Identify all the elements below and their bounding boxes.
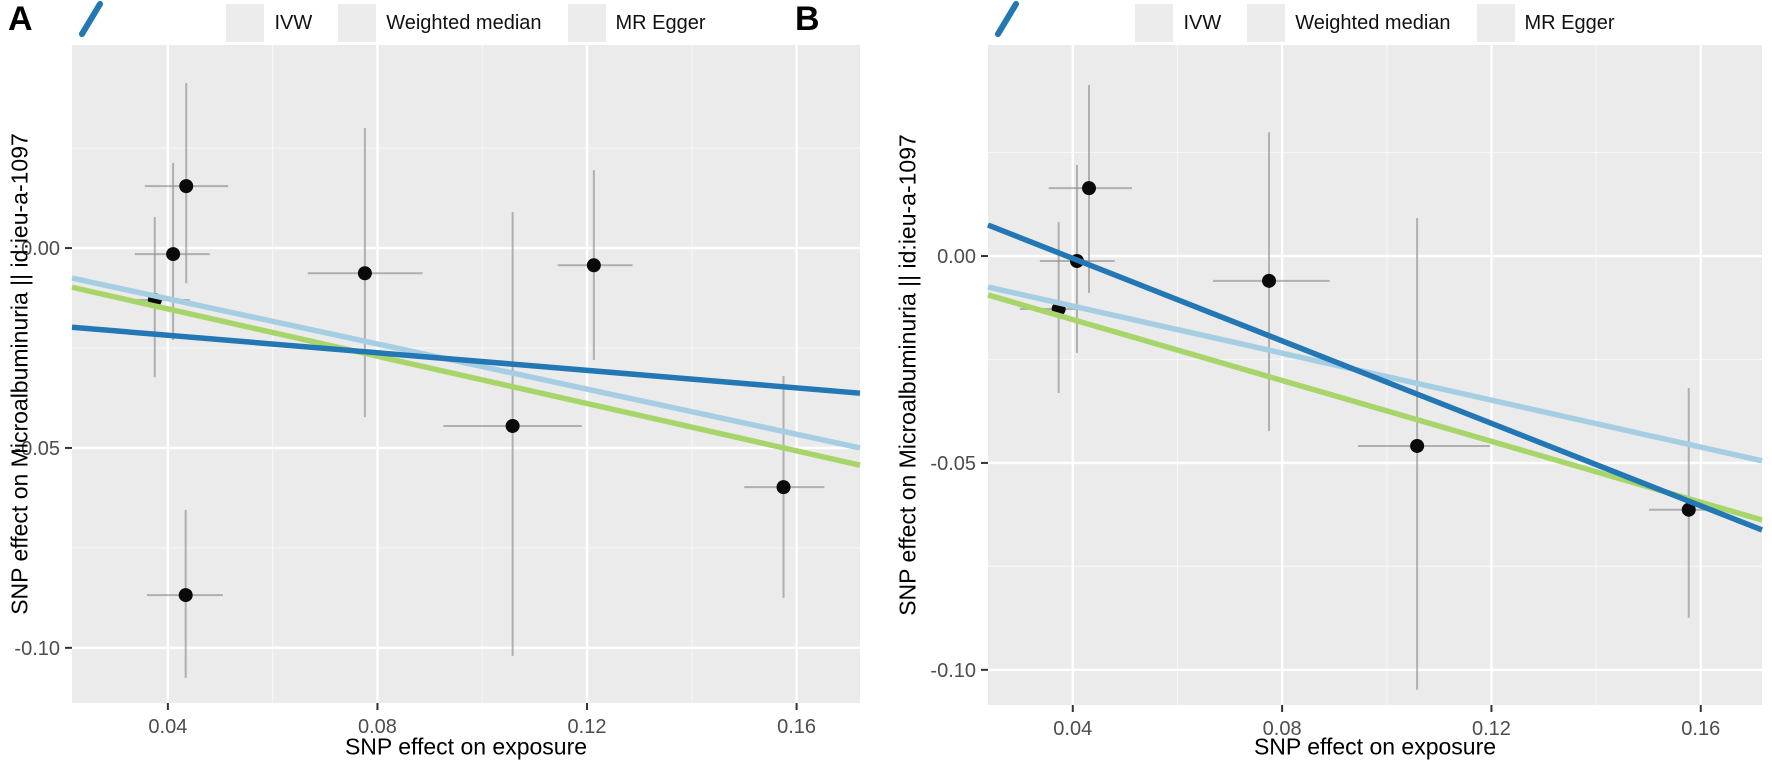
- data-point: [357, 266, 372, 281]
- y-tick-label: -0.10: [930, 660, 976, 682]
- legend-label-ivw: IVW: [1183, 11, 1222, 34]
- panel-a-y-axis-title: SNP effect on Microalbuminuria || id:ieu…: [6, 133, 33, 615]
- data-point: [1681, 502, 1696, 517]
- data-point: [178, 588, 193, 603]
- legend-label-mr-egger: MR Egger: [615, 11, 706, 34]
- y-tick-label: 0.00: [937, 246, 976, 268]
- y-tick-label: -0.10: [14, 638, 60, 660]
- x-tick-label: 0.12: [568, 716, 607, 738]
- data-point: [166, 247, 181, 262]
- legend-label-weighted-median: Weighted median: [1295, 11, 1451, 34]
- regression-line-weighted-median: [987, 292, 1763, 523]
- y-tick-label: -0.05: [930, 453, 976, 475]
- legend-label-weighted-median: Weighted median: [386, 11, 542, 34]
- data-point: [1410, 438, 1425, 453]
- legend-item-ivw: IVW: [79, 1, 313, 42]
- data-point: [1262, 273, 1277, 288]
- mr-egger-line-swatch-icon: [995, 1, 1515, 42]
- weighted-median-line-swatch-icon: [79, 1, 377, 42]
- y-tick-label: -0.05: [14, 438, 60, 460]
- panel-a-x-axis-title: SNP effect on exposure: [344, 733, 588, 760]
- legend-label-ivw: IVW: [274, 11, 313, 34]
- legend-label-mr-egger: MR Egger: [1524, 11, 1615, 34]
- regression-line-weighted-median: [71, 284, 861, 468]
- data-point: [179, 179, 194, 194]
- legend-item-weighted-median: Weighted median: [995, 1, 1451, 42]
- panel-b-label: B: [795, 0, 820, 38]
- y-tick-label: 0.00: [21, 238, 60, 260]
- ivw-line-swatch-icon: [79, 1, 265, 42]
- legend-item-ivw: IVW: [995, 1, 1222, 42]
- x-tick-label: 0.08: [1263, 718, 1302, 740]
- x-tick-label: 0.16: [777, 716, 816, 738]
- panel-b-y-axis-title: SNP effect on Microalbuminuria || id:ieu…: [894, 134, 921, 616]
- data-point: [586, 258, 601, 273]
- x-tick-label: 0.04: [1053, 718, 1092, 740]
- mr-egger-line-swatch-icon: [79, 1, 606, 42]
- ivw-line-swatch-icon: [995, 1, 1174, 42]
- x-tick-label: 0.04: [148, 716, 187, 738]
- weighted-median-line-swatch-icon: [995, 1, 1286, 42]
- legend-panel-b: IVW Weighted median MR Egger: [988, 0, 1762, 46]
- x-tick-label: 0.16: [1681, 718, 1720, 740]
- regression-line-mr-egger: [986, 222, 1764, 533]
- legend-item-mr-egger: MR Egger: [995, 1, 1615, 42]
- data-point: [505, 418, 520, 433]
- data-point: [1082, 181, 1097, 196]
- panel-b-x-axis-title: SNP effect on exposure: [1253, 733, 1497, 760]
- regression-line-ivw: [987, 284, 1763, 464]
- panel-a-label: A: [8, 0, 33, 38]
- legend-item-weighted-median: Weighted median: [79, 1, 542, 42]
- regression-line-mr-egger: [71, 324, 861, 396]
- x-tick-label: 0.08: [358, 716, 397, 738]
- regression-line-ivw: [71, 275, 861, 451]
- data-point: [776, 480, 791, 495]
- legend-item-mr-egger: MR Egger: [79, 1, 706, 42]
- legend-panel-a: IVW Weighted median MR Egger: [72, 0, 860, 46]
- x-tick-label: 0.12: [1472, 718, 1511, 740]
